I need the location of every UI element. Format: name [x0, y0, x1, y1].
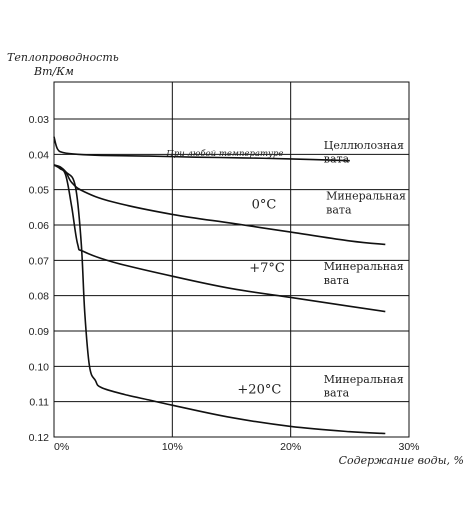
- x-tick-label: 30%: [398, 441, 419, 453]
- annotation-label: вата: [324, 386, 350, 399]
- annotation-label: +20°C: [237, 383, 281, 398]
- y-tick-label: 0.03: [29, 114, 50, 126]
- grid: [53, 81, 410, 438]
- x-tick-labels: 0% 10% 20% 30%: [54, 441, 420, 453]
- y-axis-unit: Вт/Км: [33, 65, 74, 78]
- y-tick-label: 0.05: [29, 185, 50, 197]
- y-tick-label: 0.08: [29, 291, 50, 303]
- series-line-1: [53, 136, 350, 162]
- annotation-label: вата: [324, 152, 350, 165]
- y-tick-label: 0.10: [29, 361, 50, 373]
- annotation-label: Минеральная: [324, 373, 404, 386]
- y-axis-title: Теплопроводность: [7, 51, 119, 64]
- annotation-label: Целлюлозная: [324, 139, 404, 152]
- y-tick-label: 0.12: [29, 432, 50, 444]
- series-line-4: [53, 164, 386, 435]
- annotation-label: Минеральная: [324, 260, 404, 273]
- y-tick-label: 0.06: [29, 220, 50, 232]
- y-tick-label: 0.07: [29, 255, 50, 267]
- annotation-label: Минеральная: [326, 190, 406, 203]
- x-tick-label: 0%: [54, 441, 69, 453]
- x-tick-label: 10%: [162, 441, 183, 453]
- series-line-3: [53, 164, 386, 313]
- y-tick-label: 0.09: [29, 326, 50, 338]
- x-axis-title: Содержание воды, %: [339, 454, 464, 467]
- x-tick-label: 20%: [280, 441, 301, 453]
- y-tick-label: 0.04: [29, 149, 50, 161]
- series-group: [53, 136, 386, 435]
- annotation-label: вата: [324, 274, 350, 287]
- annotation-label: вата: [326, 203, 352, 216]
- annotation-label: 0°C: [252, 198, 277, 213]
- y-tick-label: 0.11: [29, 397, 49, 409]
- y-tick-labels: 0.03 0.04 0.05 0.06 0.07 0.08 0.09 0.10 0.11 0.12: [29, 114, 50, 444]
- annotation-label: При любой температуре: [165, 148, 283, 159]
- annotation-label: +7°C: [249, 261, 285, 276]
